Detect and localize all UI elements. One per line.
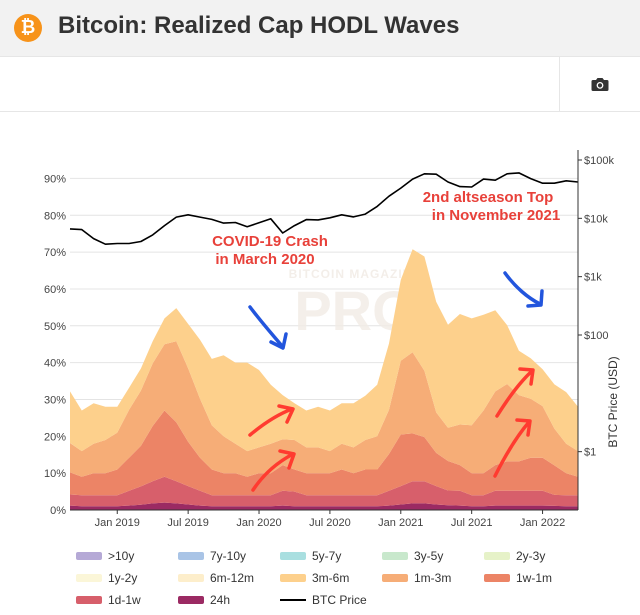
- y-tick-label: 70%: [44, 247, 66, 259]
- legend-label: 5y-7y: [312, 549, 342, 563]
- area-1w-1m-band: [70, 410, 578, 496]
- area-1m-3m-band: [70, 341, 578, 477]
- legend-item-10y[interactable]: >10y: [76, 549, 134, 563]
- legend-label: 24h: [210, 593, 231, 607]
- legend-item-btc-price[interactable]: BTC Price: [280, 593, 367, 607]
- legend-item-1d-1w[interactable]: 1d-1w: [76, 593, 141, 607]
- y2-axis-label: BTC Price (USD): [606, 356, 620, 447]
- y-tick-label: 30%: [44, 394, 66, 406]
- legend-swatch: [76, 574, 102, 582]
- y2-tick-label: $10k: [584, 213, 608, 225]
- legend-swatch: [484, 574, 510, 582]
- legend-item-5y-7y[interactable]: 5y-7y: [280, 549, 341, 563]
- legend-label: 7y-10y: [210, 549, 247, 563]
- legend-label: 1m-3m: [414, 571, 452, 585]
- y-tick-label: 50%: [44, 321, 66, 333]
- hodl-waves-chart: BITCOIN MAGAZINE PRO 0%10%20%30%40%50%60…: [44, 150, 620, 529]
- legend-swatch: [382, 574, 408, 582]
- legend-swatch: [280, 552, 306, 560]
- legend-item-1y-2y[interactable]: 1y-2y: [76, 571, 137, 585]
- legend-swatch: [178, 596, 204, 604]
- legend-item-1m-3m[interactable]: 1m-3m: [382, 571, 451, 585]
- x-tick-label: Jul 2020: [309, 517, 351, 529]
- screenshot-button[interactable]: [559, 57, 640, 111]
- x-tick-label: Jan 2019: [95, 517, 140, 529]
- legend-label: BTC Price: [312, 593, 367, 607]
- x-axis: Jan 2019 Jul 2019 Jan 2020 Jul 2020 Jan 2021…: [70, 509, 578, 529]
- legend-item-1w-1m[interactable]: 1w-1m: [484, 571, 552, 585]
- red-arrow-icon: [493, 418, 532, 478]
- red-arrow-icon: [495, 367, 535, 418]
- area-series: [70, 249, 578, 510]
- legend-label: >10y: [108, 549, 135, 563]
- legend-label: 6m-12m: [210, 571, 255, 585]
- x-tick-label: Jan 2020: [236, 517, 281, 529]
- legend-item-3m-6m[interactable]: 3m-6m: [280, 571, 349, 585]
- chart-toolbar: [0, 56, 640, 112]
- x-tick-label: Jul 2019: [167, 517, 209, 529]
- legend-swatch: [178, 552, 204, 560]
- page-title: Bitcoin: Realized Cap HODL Waves: [58, 12, 460, 39]
- blue-arrow-icon: [248, 305, 288, 350]
- annotations: COVID-19 Crash in March 2020 2nd altseas…: [212, 189, 560, 492]
- annotation-altseason-line1: 2nd altseason Top: [423, 189, 554, 206]
- red-arrow-icon: [248, 404, 295, 437]
- y2-tick-label: $100: [584, 330, 608, 342]
- x-tick-label: Jan 2022: [520, 517, 565, 529]
- legend-label: 1d-1w: [108, 593, 141, 607]
- y2-tick-label: $1k: [584, 272, 602, 284]
- y-tick-label: 40%: [44, 358, 66, 370]
- red-arrow-icon: [251, 449, 296, 492]
- y-axis-left: 0% 10% 20% 30% 40% 50% 60% 70% 80% 90%: [44, 173, 66, 517]
- legend-label: 2y-3y: [516, 549, 546, 563]
- y-tick-label: 20%: [44, 431, 66, 443]
- y-tick-label: 90%: [44, 173, 66, 185]
- legend-item-7y-10y[interactable]: 7y-10y: [178, 549, 246, 563]
- area-3m-6m-band: [70, 249, 578, 452]
- legend-swatch: [382, 552, 408, 560]
- y2-tick-label: $100k: [584, 155, 614, 167]
- camera-icon: [591, 77, 609, 91]
- btc-price-line: [69, 172, 579, 245]
- area-1d-1w-band: [70, 476, 578, 507]
- legend-swatch: [280, 599, 306, 601]
- y-tick-label: 0%: [50, 505, 66, 517]
- x-tick-label: Jan 2021: [378, 517, 423, 529]
- legend-label: 1w-1m: [516, 571, 553, 585]
- header: ₿ Bitcoin: Realized Cap HODL Waves: [0, 0, 640, 56]
- blue-arrow-icon: [503, 271, 544, 308]
- legend-label: 3y-5y: [414, 549, 444, 563]
- annotation-covid-line1: COVID-19 Crash: [212, 233, 328, 250]
- x-tick-label: Jul 2021: [451, 517, 493, 529]
- bitcoin-logo-icon: ₿: [14, 14, 42, 42]
- y-tick-label: 10%: [44, 468, 66, 480]
- annotation-covid-line2: in March 2020: [215, 251, 314, 268]
- watermark-text-top: BITCOIN MAGAZINE: [289, 267, 422, 281]
- legend-swatch: [76, 596, 102, 604]
- legend-item-6m-12m[interactable]: 6m-12m: [178, 571, 254, 585]
- legend-label: 3m-6m: [312, 571, 350, 585]
- legend-swatch: [178, 574, 204, 582]
- legend-item-24h[interactable]: 24h: [178, 593, 230, 607]
- annotation-altseason-line2: in November 2021: [432, 207, 560, 224]
- btc-price-series: [69, 172, 579, 245]
- y-tick-label: 80%: [44, 210, 66, 222]
- y-tick-label: 60%: [44, 284, 66, 296]
- legend-label: 1y-2y: [108, 571, 138, 585]
- legend-swatch: [484, 552, 510, 560]
- legend-item-2y-3y[interactable]: 2y-3y: [484, 549, 545, 563]
- y-axis-right: $1 $100 $1k $10k $100k: [577, 150, 614, 510]
- legend-swatch: [280, 574, 306, 582]
- legend-swatch: [76, 552, 102, 560]
- legend-item-3y-5y[interactable]: 3y-5y: [382, 549, 443, 563]
- y2-tick-label: $1: [584, 447, 596, 459]
